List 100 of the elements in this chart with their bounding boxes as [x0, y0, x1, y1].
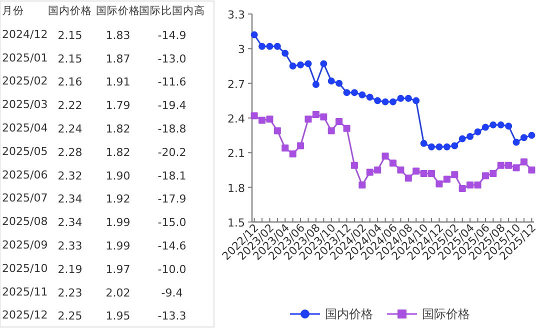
- point: [343, 124, 350, 132]
- point: [282, 50, 289, 57]
- point: [490, 121, 497, 128]
- point: [428, 170, 436, 177]
- point: [320, 60, 328, 68]
- point: [297, 61, 304, 68]
- y-tick-label: 1.8: [228, 182, 246, 195]
- point: [482, 172, 489, 180]
- point: [382, 152, 389, 160]
- text: 2.23: [58, 286, 82, 300]
- point: [520, 134, 528, 142]
- point: [274, 42, 281, 50]
- point: [297, 142, 304, 150]
- point: [336, 80, 343, 87]
- text: 2025/07: [2, 192, 48, 205]
- text: 国际价格: [96, 5, 140, 17]
- point: [528, 132, 536, 139]
- legend-label: 国际价格: [422, 306, 470, 322]
- y-tick-label: 2.4: [228, 112, 246, 126]
- point: [266, 116, 274, 123]
- text: 国内价格: [48, 4, 92, 17]
- point: [451, 171, 458, 178]
- point: [443, 143, 450, 150]
- point: [390, 160, 396, 167]
- text: 1.91: [106, 76, 130, 89]
- text: 1.90: [106, 169, 130, 182]
- point: [358, 182, 366, 189]
- point: [312, 80, 320, 88]
- point: [520, 158, 528, 166]
- point: [474, 128, 482, 136]
- text: 2025/09: [2, 238, 48, 252]
- text: 2.16: [58, 76, 82, 89]
- point: [366, 168, 374, 176]
- text: 2.15: [58, 52, 82, 66]
- point: [304, 60, 312, 68]
- text: 2.19: [58, 262, 82, 276]
- point: [336, 118, 343, 125]
- point: [390, 98, 396, 106]
- point: [512, 138, 520, 146]
- text: 2025/02: [2, 74, 48, 88]
- text: 1.97: [106, 262, 130, 276]
- text: 2025/06: [2, 168, 48, 182]
- text: 1.99: [106, 216, 130, 230]
- point: [397, 94, 404, 102]
- point: [404, 94, 412, 102]
- point: [289, 62, 296, 70]
- text: 2.02: [106, 286, 130, 300]
- point: [512, 164, 520, 172]
- text: 1.92: [106, 192, 130, 206]
- point: [312, 111, 320, 118]
- text: -17.9: [158, 192, 186, 206]
- point: [420, 140, 428, 147]
- text: -14.9: [158, 28, 186, 42]
- text: 1.82: [106, 146, 130, 159]
- point: [404, 174, 412, 182]
- text: -14.6: [158, 240, 186, 252]
- point: [250, 112, 258, 120]
- point: [466, 182, 474, 189]
- text: 2.25: [58, 310, 82, 323]
- point: [505, 122, 512, 130]
- text: -19.4: [158, 99, 186, 112]
- text: 国际比国内高: [139, 4, 205, 17]
- text: 2.33: [58, 240, 82, 252]
- point: [420, 170, 428, 177]
- text: -11.6: [158, 76, 186, 89]
- point: [374, 97, 382, 104]
- text: 2024/12: [2, 28, 48, 41]
- text: -18.8: [158, 122, 186, 136]
- text: 2025/05: [2, 144, 48, 158]
- point: [374, 166, 382, 174]
- y-tick-label: 3.3: [228, 8, 246, 22]
- point: [282, 144, 289, 152]
- point: [343, 89, 350, 96]
- text: 1.87: [106, 52, 130, 66]
- point: [397, 166, 404, 174]
- y-tick-label: 3: [238, 43, 245, 56]
- point: [289, 150, 296, 158]
- text: 1.99: [106, 240, 130, 252]
- text: 2025/11: [2, 285, 48, 298]
- y-tick-label: 2.1: [228, 147, 246, 160]
- text: 2025/03: [2, 98, 48, 112]
- point: [350, 162, 358, 169]
- point: [274, 127, 281, 134]
- text: 月份: [2, 5, 24, 17]
- point: [328, 78, 335, 85]
- point: [497, 162, 504, 169]
- point: [250, 31, 258, 38]
- point: [436, 180, 443, 188]
- text: 2025/01: [2, 51, 48, 64]
- text: 2.22: [58, 99, 82, 112]
- point: [474, 182, 482, 189]
- point: [412, 168, 420, 175]
- point: [428, 143, 436, 150]
- point: [528, 166, 536, 174]
- text: -10.0: [158, 262, 186, 276]
- point: [258, 116, 266, 124]
- text: -20.2: [158, 146, 186, 159]
- text: -15.0: [158, 216, 186, 230]
- text: 2025/10: [2, 262, 48, 275]
- point: [436, 143, 443, 150]
